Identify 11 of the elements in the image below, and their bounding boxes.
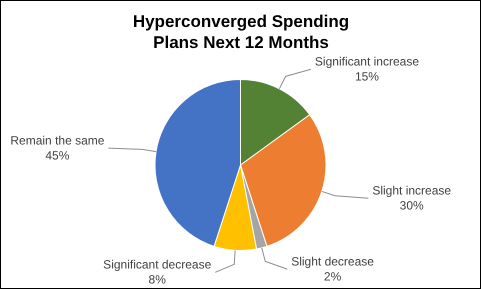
chart-title: Hyperconverged Spending Plans Next 12 Months — [132, 11, 350, 53]
slice-label: Remain the same — [10, 133, 105, 148]
data-label: 8% — [148, 272, 166, 287]
data-label: 15% — [354, 70, 380, 84]
slice-label: Significant increase — [314, 54, 420, 69]
slice-label: Slight increase — [372, 184, 452, 198]
data-label: 30% — [400, 198, 424, 213]
slice-label: Slight decrease — [291, 254, 374, 268]
data-label: 2% — [324, 269, 342, 284]
data-label: 45% — [45, 148, 70, 162]
slice-label: Significant decrease — [103, 258, 212, 272]
